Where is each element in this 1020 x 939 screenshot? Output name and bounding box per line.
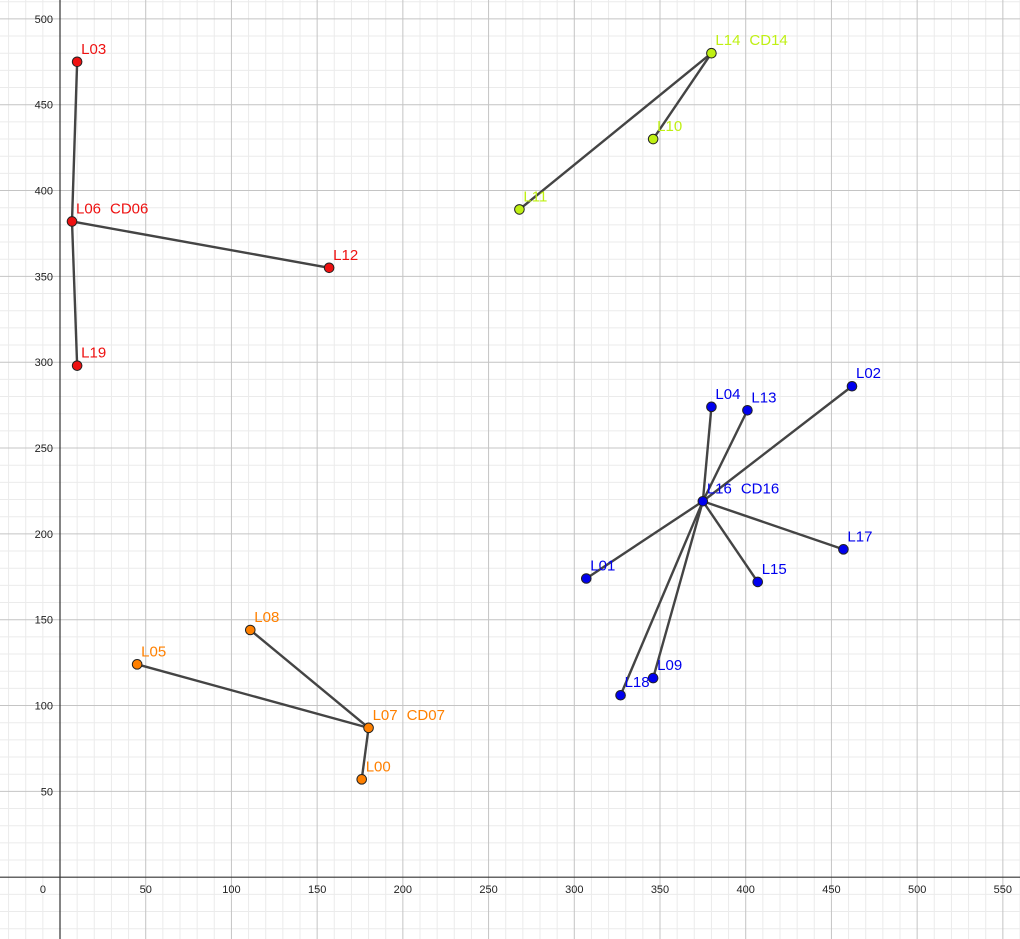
label-l00: L00 [366, 758, 391, 775]
y-tick-label: 450 [35, 100, 53, 112]
point-l12 [323, 262, 335, 274]
edge-l12 [71, 220, 330, 269]
point-l07 [363, 722, 374, 734]
label-l04: L04 [715, 386, 740, 403]
label-l01: L01 [590, 558, 615, 575]
point-l18 [615, 689, 626, 701]
label-l07: L07 [373, 707, 398, 724]
edge-l01 [585, 500, 704, 580]
point-l02 [846, 380, 858, 392]
edge-l00 [360, 727, 370, 780]
cluster-edges [70, 52, 853, 780]
x-tick-label: 450 [822, 884, 840, 896]
point-labels: L06 L03 L12 L19 CD06 L14 L10 L11 CD14 L16 L02 L04 L1… [76, 32, 881, 775]
x-tick-label: 250 [479, 884, 497, 896]
x-tick-label: 300 [565, 884, 583, 896]
point-l10 [647, 133, 659, 145]
edge-l15 [701, 500, 759, 583]
y-tick-label: 100 [35, 701, 53, 713]
label-l08: L08 [254, 609, 279, 626]
x-tick-label: 550 [994, 884, 1012, 896]
label-l14: L14 [715, 32, 740, 49]
edge-l02 [702, 385, 853, 503]
x-tick-label: 200 [394, 884, 412, 896]
point-l19 [71, 360, 83, 371]
label-l05: L05 [141, 643, 166, 660]
label-l09: L09 [657, 657, 682, 674]
point-l01 [580, 573, 592, 584]
edge-l19 [70, 221, 79, 366]
point-l17 [838, 544, 849, 555]
label-cd07: CD07 [407, 707, 445, 724]
y-tick-label: 200 [35, 529, 53, 541]
data-points [66, 47, 858, 785]
label-l12: L12 [333, 247, 358, 264]
point-l09 [647, 672, 659, 684]
point-l15 [752, 576, 764, 588]
label-cd16: CD16 [741, 480, 779, 497]
label-l13: L13 [751, 389, 776, 406]
point-l06 [66, 216, 78, 227]
label-l10: L10 [657, 118, 682, 135]
edge-l10 [652, 52, 713, 140]
y-tick-label: 250 [35, 443, 53, 455]
edge-l04 [701, 406, 713, 502]
y-tick-label: 500 [35, 14, 53, 26]
label-l17: L17 [847, 528, 872, 545]
edge-l18 [619, 500, 704, 696]
edge-l17 [702, 500, 844, 551]
x-tick-label: 100 [222, 884, 240, 896]
y-tick-label: 50 [41, 786, 53, 798]
label-cd06: CD06 [110, 200, 148, 217]
x-tick-label: 0 [40, 884, 46, 896]
y-tick-label: 400 [35, 186, 53, 198]
label-l06: L06 [76, 200, 101, 217]
x-tick-label: 400 [737, 884, 755, 896]
label-l11: L11 [523, 188, 547, 205]
x-tick-label: 350 [651, 884, 669, 896]
label-l03: L03 [81, 41, 106, 58]
y-tick-label: 300 [35, 357, 53, 369]
point-l11 [514, 204, 525, 215]
edge-l05 [136, 663, 369, 730]
y-tick-label: 150 [35, 615, 53, 627]
point-l08 [244, 624, 256, 636]
edge-l13 [701, 409, 749, 502]
label-l19: L19 [81, 345, 106, 362]
point-l00 [356, 774, 368, 785]
edge-l11 [518, 52, 713, 211]
label-l18: L18 [625, 674, 650, 691]
label-l15: L15 [762, 561, 787, 578]
point-l16 [697, 495, 709, 507]
point-l04 [706, 401, 717, 413]
edge-l03 [70, 61, 79, 222]
x-tick-label: 150 [308, 884, 326, 896]
label-cd14: CD14 [749, 32, 787, 49]
x-tick-label: 500 [908, 884, 926, 896]
edge-l09 [651, 500, 705, 679]
point-l14 [706, 47, 717, 59]
point-l13 [742, 404, 753, 416]
x-tick-label: 50 [140, 884, 152, 896]
point-l03 [71, 56, 83, 68]
label-l02: L02 [856, 365, 881, 382]
label-l16: L16 [707, 480, 732, 497]
point-l05 [131, 659, 143, 670]
tick-labels: 0 50 100 150 200 250 300 350 400 450 500 550 50 100 15… [35, 14, 1012, 896]
y-tick-label: 350 [35, 271, 53, 283]
edge-l08 [249, 629, 370, 729]
